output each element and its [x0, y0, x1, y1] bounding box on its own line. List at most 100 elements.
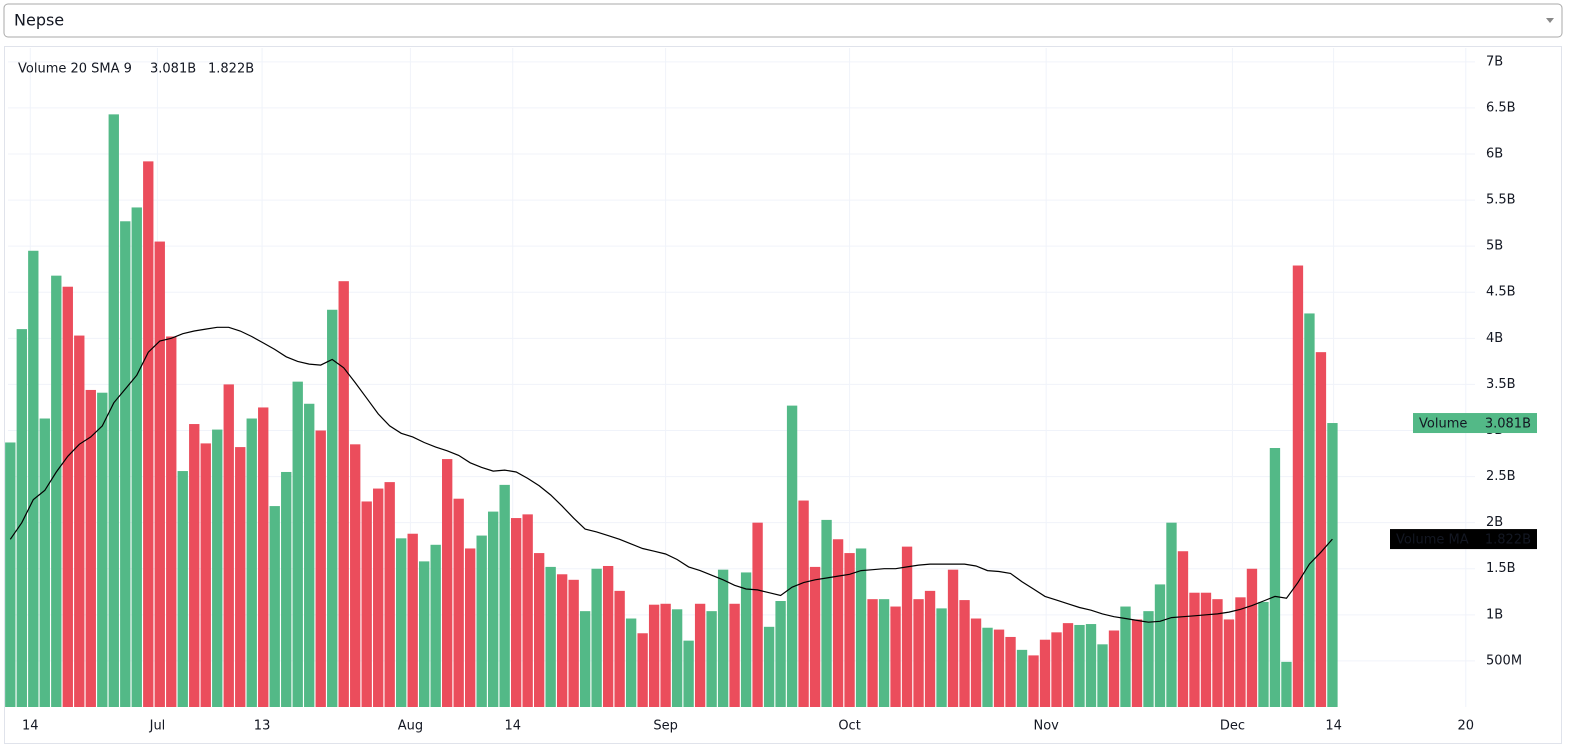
- y-tick-label: 2.5B: [1486, 469, 1516, 484]
- legend-title: Volume 20 SMA 9: [18, 62, 132, 77]
- volume-bar: [1327, 423, 1338, 707]
- volume-bar: [1281, 661, 1292, 707]
- volume-bar: [350, 444, 361, 707]
- volume-bar: [499, 484, 510, 707]
- volume-bar: [1154, 584, 1166, 707]
- volume-bar: [1177, 551, 1189, 707]
- volume-bar: [936, 608, 947, 707]
- volume-bar: [189, 424, 200, 707]
- x-tick-label: Aug: [398, 719, 423, 734]
- volume-bar: [1246, 568, 1258, 707]
- volume-bar: [1258, 601, 1269, 707]
- volume-bar: [763, 626, 775, 707]
- volume-bar: [39, 418, 50, 707]
- volume-bar: [683, 640, 694, 707]
- volume-bar: [786, 405, 798, 707]
- volume-bar: [1315, 352, 1327, 707]
- volume-bar: [5, 442, 16, 707]
- volume-bar: [1120, 606, 1131, 707]
- volume-bar: [775, 601, 786, 707]
- volume-bar: [660, 603, 671, 707]
- volume-bar: [752, 522, 763, 707]
- volume-bar: [442, 459, 453, 707]
- legend-value: 3.081B: [150, 62, 196, 77]
- volume-bar: [947, 569, 959, 707]
- volume-bar: [970, 618, 982, 707]
- x-tick-label: Dec: [1220, 719, 1245, 734]
- volume-bar: [821, 519, 832, 707]
- volume-bar: [568, 579, 579, 707]
- volume-bar: [166, 336, 177, 707]
- volume-bar: [453, 498, 464, 707]
- y-tick-label: 1.5B: [1486, 561, 1516, 576]
- volume-bar: [993, 629, 1005, 707]
- volume-bar: [1028, 655, 1039, 707]
- y-tick-label: 6.5B: [1486, 100, 1516, 115]
- volume-bar: [522, 514, 533, 707]
- x-tick-label: 20: [1458, 719, 1475, 734]
- volume-bar: [212, 429, 223, 707]
- volume-bar: [1166, 522, 1177, 707]
- x-tick-label: 14: [1325, 719, 1342, 734]
- y-tick-label: 3.5B: [1486, 377, 1516, 392]
- volume-bar: [625, 618, 637, 707]
- volume-bar: [430, 544, 441, 707]
- volume-bar: [1304, 313, 1315, 707]
- y-tick-label: 5.5B: [1486, 193, 1516, 208]
- volume-bar: [579, 611, 591, 707]
- x-tick-label: Nov: [1033, 719, 1059, 734]
- volume-bar: [51, 275, 62, 707]
- x-tick-label: Sep: [653, 719, 678, 734]
- volume-bar: [85, 389, 96, 707]
- volume-bar: [901, 546, 913, 707]
- x-tick-label: Oct: [838, 719, 860, 734]
- y-tick-label: 4.5B: [1486, 285, 1516, 300]
- volume-bar: [315, 430, 326, 707]
- x-tick-label: 14: [504, 719, 521, 734]
- volume-bar: [476, 535, 487, 707]
- volume-bar: [338, 281, 349, 707]
- volume-bar: [407, 533, 418, 707]
- volume-bar: [1016, 649, 1028, 707]
- volume-bar: [487, 511, 499, 707]
- volume-bar: [292, 381, 303, 707]
- volume-bar: [510, 518, 522, 707]
- x-tick-label: 13: [254, 719, 271, 734]
- volume-bar: [327, 309, 338, 707]
- volume-bar: [671, 609, 683, 707]
- volume-bar: [269, 506, 280, 707]
- volume-bar: [694, 603, 706, 707]
- value-tag-name: Volume: [1419, 417, 1467, 432]
- volume-bar: [1143, 611, 1154, 707]
- volume-bar: [614, 590, 625, 707]
- volume-bar: [729, 603, 740, 707]
- volume-bar: [1108, 630, 1120, 707]
- select-value: Nepse: [14, 11, 64, 30]
- volume-bar: [62, 286, 73, 707]
- volume-bar: [304, 403, 315, 707]
- value-tag: [1390, 529, 1537, 550]
- y-tick-label: 5B: [1486, 239, 1503, 254]
- value-tag: [1413, 413, 1537, 434]
- volume-bar: [832, 539, 844, 707]
- volume-bar: [108, 114, 119, 707]
- volume-bar: [200, 443, 211, 707]
- volume-bar: [246, 418, 257, 707]
- volume-bar: [924, 590, 936, 707]
- y-tick-label: 1B: [1486, 607, 1503, 622]
- volume-bar: [1097, 644, 1108, 707]
- volume-bar: [74, 335, 85, 707]
- volume-bar: [1223, 619, 1235, 707]
- y-tick-label: 500M: [1486, 653, 1522, 668]
- volume-bar: [1200, 592, 1212, 707]
- volume-bar: [913, 599, 924, 707]
- volume-bar: [281, 471, 292, 707]
- volume-bar: [396, 538, 407, 707]
- volume-bar: [545, 566, 556, 707]
- y-tick-label: 7B: [1486, 54, 1503, 69]
- ma-line: [9, 326, 1333, 623]
- volume-bar: [637, 633, 648, 707]
- volume-bar: [982, 627, 993, 707]
- symbol-select[interactable]: [3, 3, 1563, 38]
